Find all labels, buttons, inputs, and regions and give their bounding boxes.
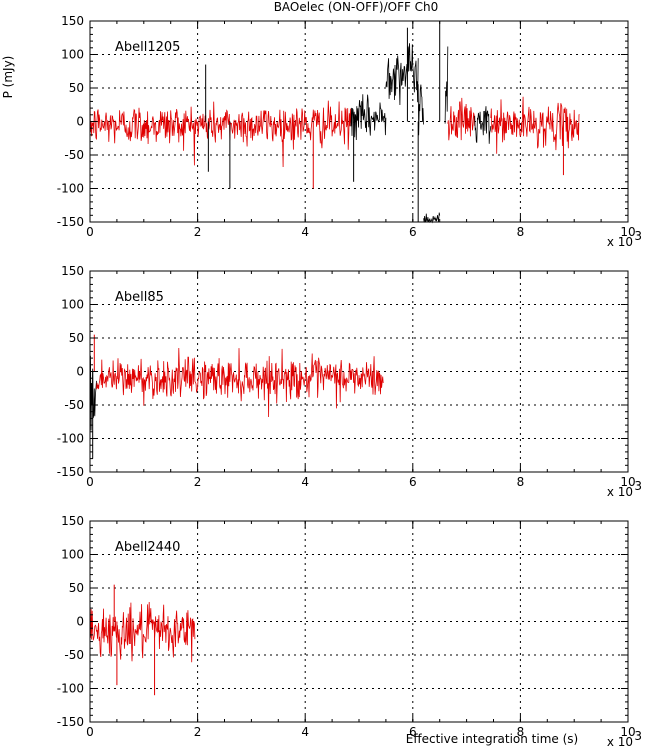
x-exponent-power: 3 <box>634 229 642 243</box>
y-tick-label: -100 <box>57 682 84 696</box>
x-tick-label: 8 <box>517 475 525 489</box>
panel-abell1205: -150 -100 -50 0 50 100 150 0 2 4 6 8 10x 10 3 Abell120… <box>57 14 642 249</box>
x-tick-label: 0 <box>86 225 94 239</box>
y-tick-label: 100 <box>61 298 84 312</box>
y-tick-label: 50 <box>69 331 84 345</box>
y-tick-label: 100 <box>61 48 84 62</box>
series-line-red <box>89 601 196 663</box>
y-tick-label: -150 <box>57 215 84 229</box>
x-tick-label: 4 <box>301 475 309 489</box>
data-traces <box>89 20 580 224</box>
series-line-black <box>385 43 419 106</box>
x-exponent-power: 3 <box>634 729 642 743</box>
x-exponent-label: x 10 <box>607 235 633 249</box>
x-tick-label: 6 <box>409 225 417 239</box>
series-line-black <box>474 106 492 144</box>
x-tick-label: 10 <box>620 725 635 739</box>
y-tick-label: -50 <box>64 148 84 162</box>
y-tick-label: 150 <box>61 14 84 28</box>
y-tick-label: -50 <box>64 398 84 412</box>
y-tick-label: 50 <box>69 81 84 95</box>
x-tick-label: 8 <box>517 725 525 739</box>
series-line-red <box>96 347 384 418</box>
y-tick-label: 50 <box>69 581 84 595</box>
x-tick-label: 4 <box>301 225 309 239</box>
y-tick-label: 0 <box>76 615 84 629</box>
x-tick-label: 2 <box>194 725 202 739</box>
series-line-black <box>423 212 441 224</box>
x-tick-label: 6 <box>409 475 417 489</box>
x-tick-label: 8 <box>517 225 525 239</box>
y-tick-label: -50 <box>64 648 84 662</box>
y-axis-label: P (mJy) <box>1 56 15 99</box>
y-tick-label: -150 <box>57 465 84 479</box>
x-exponent-label: x 10 <box>607 485 633 499</box>
series-line-black <box>350 94 387 141</box>
x-tick-label: 10 <box>620 225 635 239</box>
y-tick-label: 100 <box>61 548 84 562</box>
x-exponent-power: 3 <box>634 479 642 493</box>
x-tick-label: 2 <box>194 225 202 239</box>
x-axis-label: Effective integration time (s) <box>406 732 578 746</box>
series-line-red <box>447 97 476 141</box>
data-traces <box>89 584 196 696</box>
y-tick-label: 0 <box>76 115 84 129</box>
series-line-black <box>89 355 97 431</box>
x-tick-label: 6 <box>409 725 417 739</box>
x-tick-label: 10 <box>620 475 635 489</box>
panel-abell85: -150 -100 -50 0 50 100 150 0 2 4 6 8 10x 10 3 Abell85 <box>57 264 642 499</box>
x-tick-label: 0 <box>86 475 94 489</box>
data-traces <box>89 334 384 459</box>
y-tick-label: 0 <box>76 365 84 379</box>
y-tick-label: 150 <box>61 264 84 278</box>
source-label: Abell1205 <box>115 40 180 55</box>
x-tick-label: 0 <box>86 725 94 739</box>
y-tick-label: 150 <box>61 514 84 528</box>
x-tick-label: 4 <box>301 725 309 739</box>
y-tick-label: -100 <box>57 432 84 446</box>
series-line-black <box>417 84 424 136</box>
series-line-black <box>444 46 449 124</box>
y-tick-label: -150 <box>57 715 84 729</box>
series-line-red <box>490 96 580 154</box>
figure-title: BAOelec (ON-OFF)/OFF Ch0 <box>274 0 439 14</box>
source-label: Abell85 <box>115 290 164 305</box>
source-label: Abell2440 <box>115 540 180 555</box>
panel-abell2440: -150 -100 -50 0 50 100 150 0 2 4 6 8 10x 10 3 Abell244… <box>57 514 642 749</box>
series-line-red <box>89 96 352 168</box>
y-tick-label: -100 <box>57 182 84 196</box>
x-tick-label: 2 <box>194 475 202 489</box>
x-exponent-label: x 10 <box>607 735 633 749</box>
